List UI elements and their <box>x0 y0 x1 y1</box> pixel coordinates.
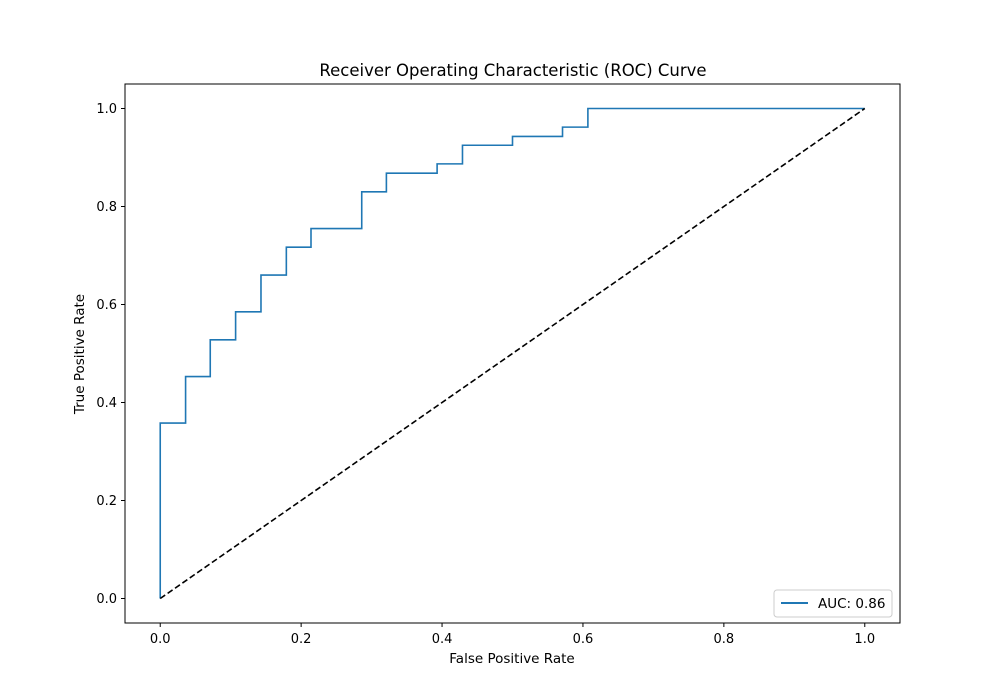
legend: AUC: 0.86 <box>773 589 893 618</box>
x-tick-label: 0.6 <box>573 632 594 647</box>
chance-diagonal-line <box>159 107 866 600</box>
y-tick-label: 0.4 <box>96 396 117 411</box>
y-tick-label: 0.8 <box>96 200 117 215</box>
chart-title: Receiver Operating Characteristic (ROC) … <box>319 61 706 80</box>
plot-area: 0.0 0.2 0.4 0.6 0.8 1.0 0.0 0.2 0.4 0.6 0.8 1.0 <box>96 83 901 647</box>
legend-label: AUC: 0.86 <box>818 596 885 612</box>
y-tick-label: 1.0 <box>96 102 117 117</box>
x-tick-label: 0.2 <box>291 632 312 647</box>
x-axis: 0.0 0.2 0.4 0.6 0.8 1.0 <box>150 623 875 647</box>
y-axis-label: True Positive Rate <box>72 294 88 415</box>
plot-frame <box>124 83 901 624</box>
y-tick-label: 0.2 <box>96 494 117 509</box>
x-axis-label: False Positive Rate <box>449 651 574 667</box>
legend-box <box>773 589 893 618</box>
x-tick-label: 0.0 <box>150 632 171 647</box>
y-tick-label: 0.6 <box>96 298 117 313</box>
y-tick-label: 0.0 <box>96 592 117 607</box>
x-tick-label: 1.0 <box>854 632 875 647</box>
x-tick-label: 0.8 <box>714 632 735 647</box>
roc-curve-line <box>159 107 865 599</box>
y-axis: 0.0 0.2 0.4 0.6 0.8 1.0 <box>96 102 125 607</box>
series-layer <box>159 107 866 600</box>
x-tick-label: 0.4 <box>432 632 453 647</box>
